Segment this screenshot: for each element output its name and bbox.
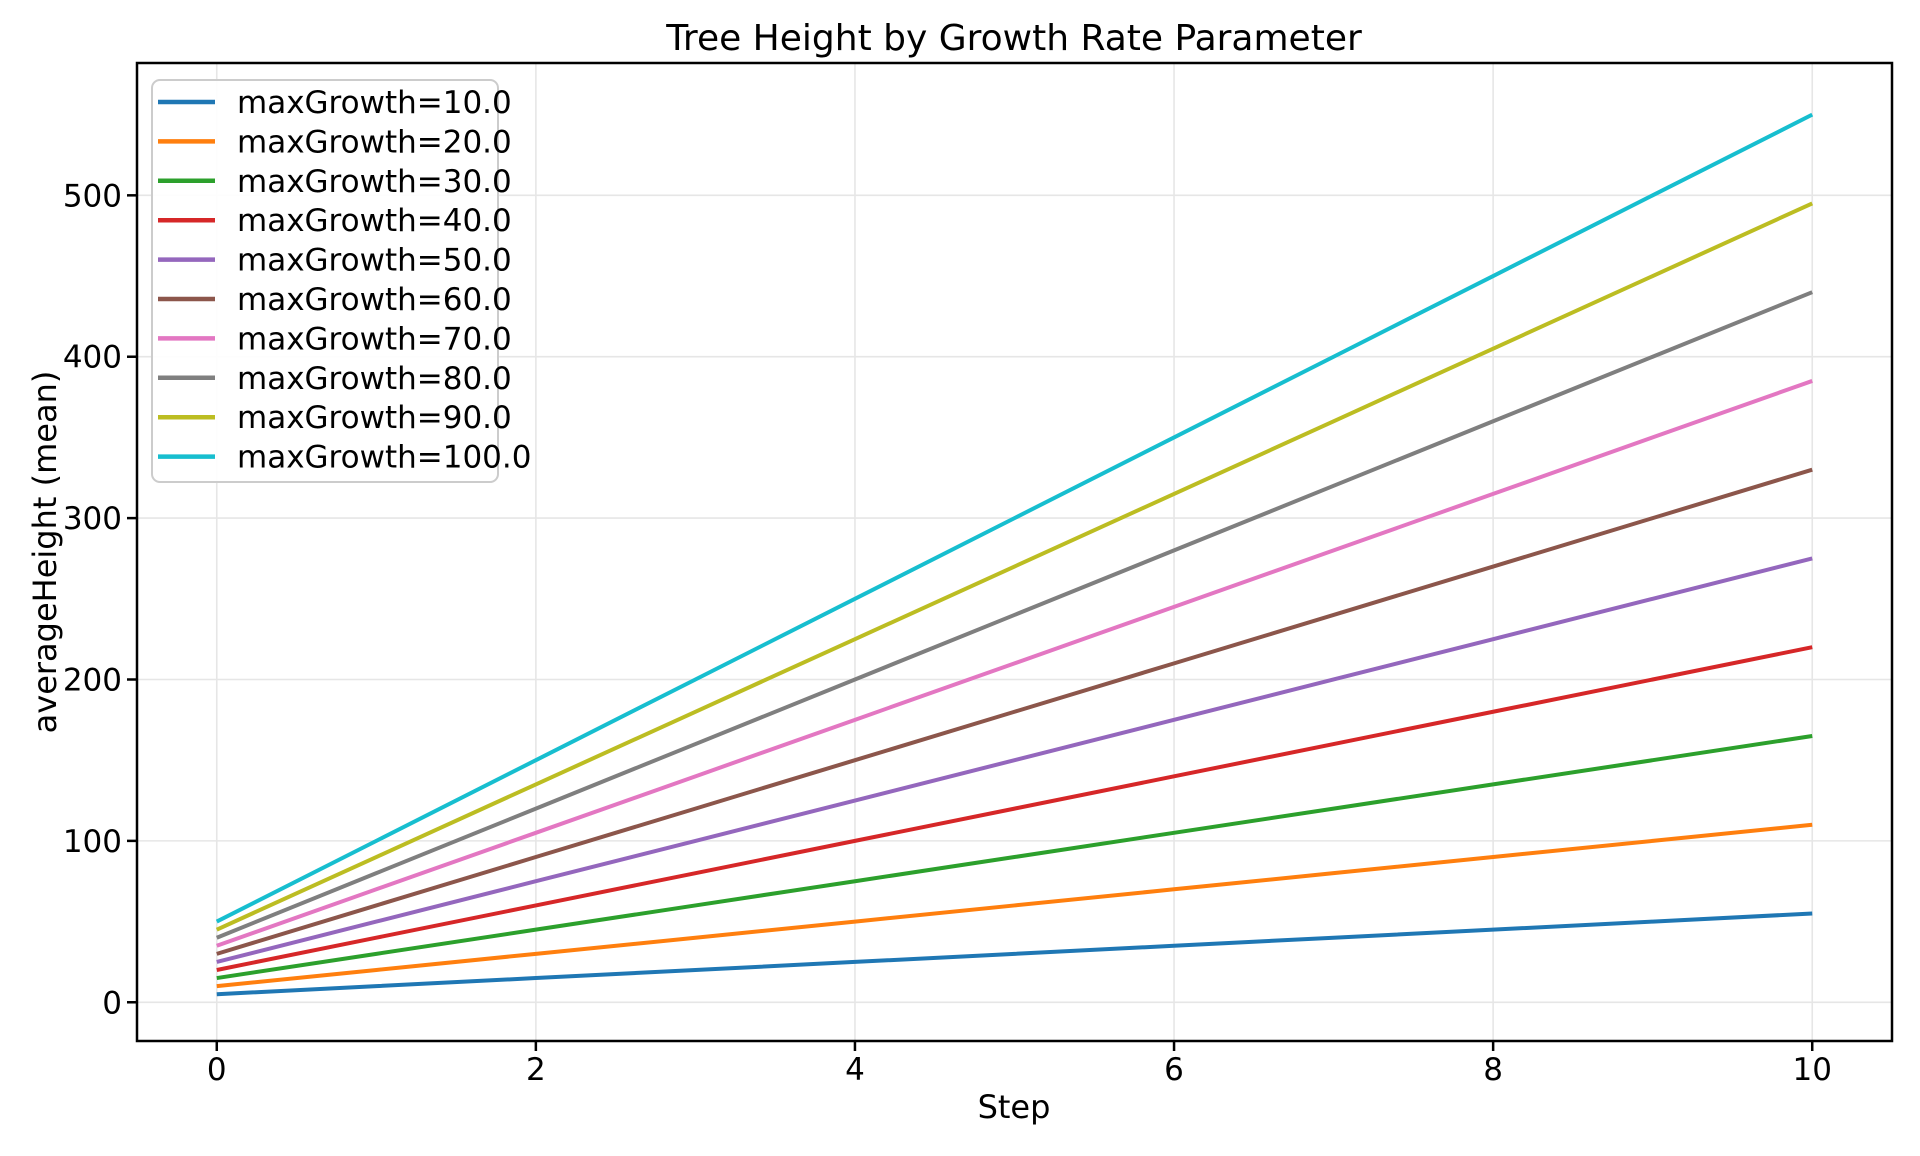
series-line-maxGrowth=100.0 [215, 112, 1814, 924]
legend-label: maxGrowth=10.0 [237, 85, 512, 121]
legend-label: maxGrowth=80.0 [237, 361, 512, 397]
y-tick-label: 0 [102, 985, 122, 1021]
series-line-maxGrowth=50.0 [216, 556, 1813, 964]
legend-label: maxGrowth=100.0 [237, 440, 531, 476]
x-tick-label: 2 [526, 1052, 546, 1088]
legend-label: maxGrowth=50.0 [237, 243, 512, 279]
y-tick-label: 300 [63, 501, 122, 537]
series-line-maxGrowth=70.0 [216, 379, 1813, 948]
x-tick-label: 4 [845, 1052, 865, 1088]
y-axis-label: averageHeight (mean) [26, 371, 64, 734]
series-layer [215, 112, 1814, 997]
legend-label: maxGrowth=70.0 [237, 321, 512, 357]
x-tick-label: 0 [207, 1052, 227, 1088]
axes-spines [135, 61, 1894, 1043]
x-tick-label: 10 [1793, 1052, 1832, 1088]
legend-box [151, 79, 499, 483]
legend-label: maxGrowth=90.0 [237, 400, 512, 436]
legend-label: maxGrowth=30.0 [237, 164, 512, 200]
legend-label: maxGrowth=40.0 [237, 203, 512, 239]
legend-label: maxGrowth=20.0 [237, 124, 512, 160]
x-tick-label: 6 [1164, 1052, 1184, 1088]
series-line-maxGrowth=90.0 [215, 201, 1814, 932]
series-line-maxGrowth=60.0 [216, 467, 1813, 956]
y-tick-label: 200 [63, 662, 122, 698]
series-line-maxGrowth=20.0 [216, 822, 1813, 989]
y-tick-label: 100 [63, 824, 122, 860]
series-line-maxGrowth=80.0 [216, 290, 1813, 940]
x-tick-label: 8 [1483, 1052, 1503, 1088]
x-axis-label: Step [978, 1088, 1051, 1126]
chart-title: Tree Height by Growth Rate Parameter [665, 18, 1362, 59]
series-line-maxGrowth=40.0 [216, 645, 1813, 972]
y-tick-label: 400 [63, 340, 122, 376]
y-tick-label: 500 [63, 178, 122, 214]
series-line-maxGrowth=10.0 [216, 911, 1813, 997]
legend-label: maxGrowth=60.0 [237, 282, 512, 318]
series-line-maxGrowth=30.0 [216, 734, 1813, 981]
